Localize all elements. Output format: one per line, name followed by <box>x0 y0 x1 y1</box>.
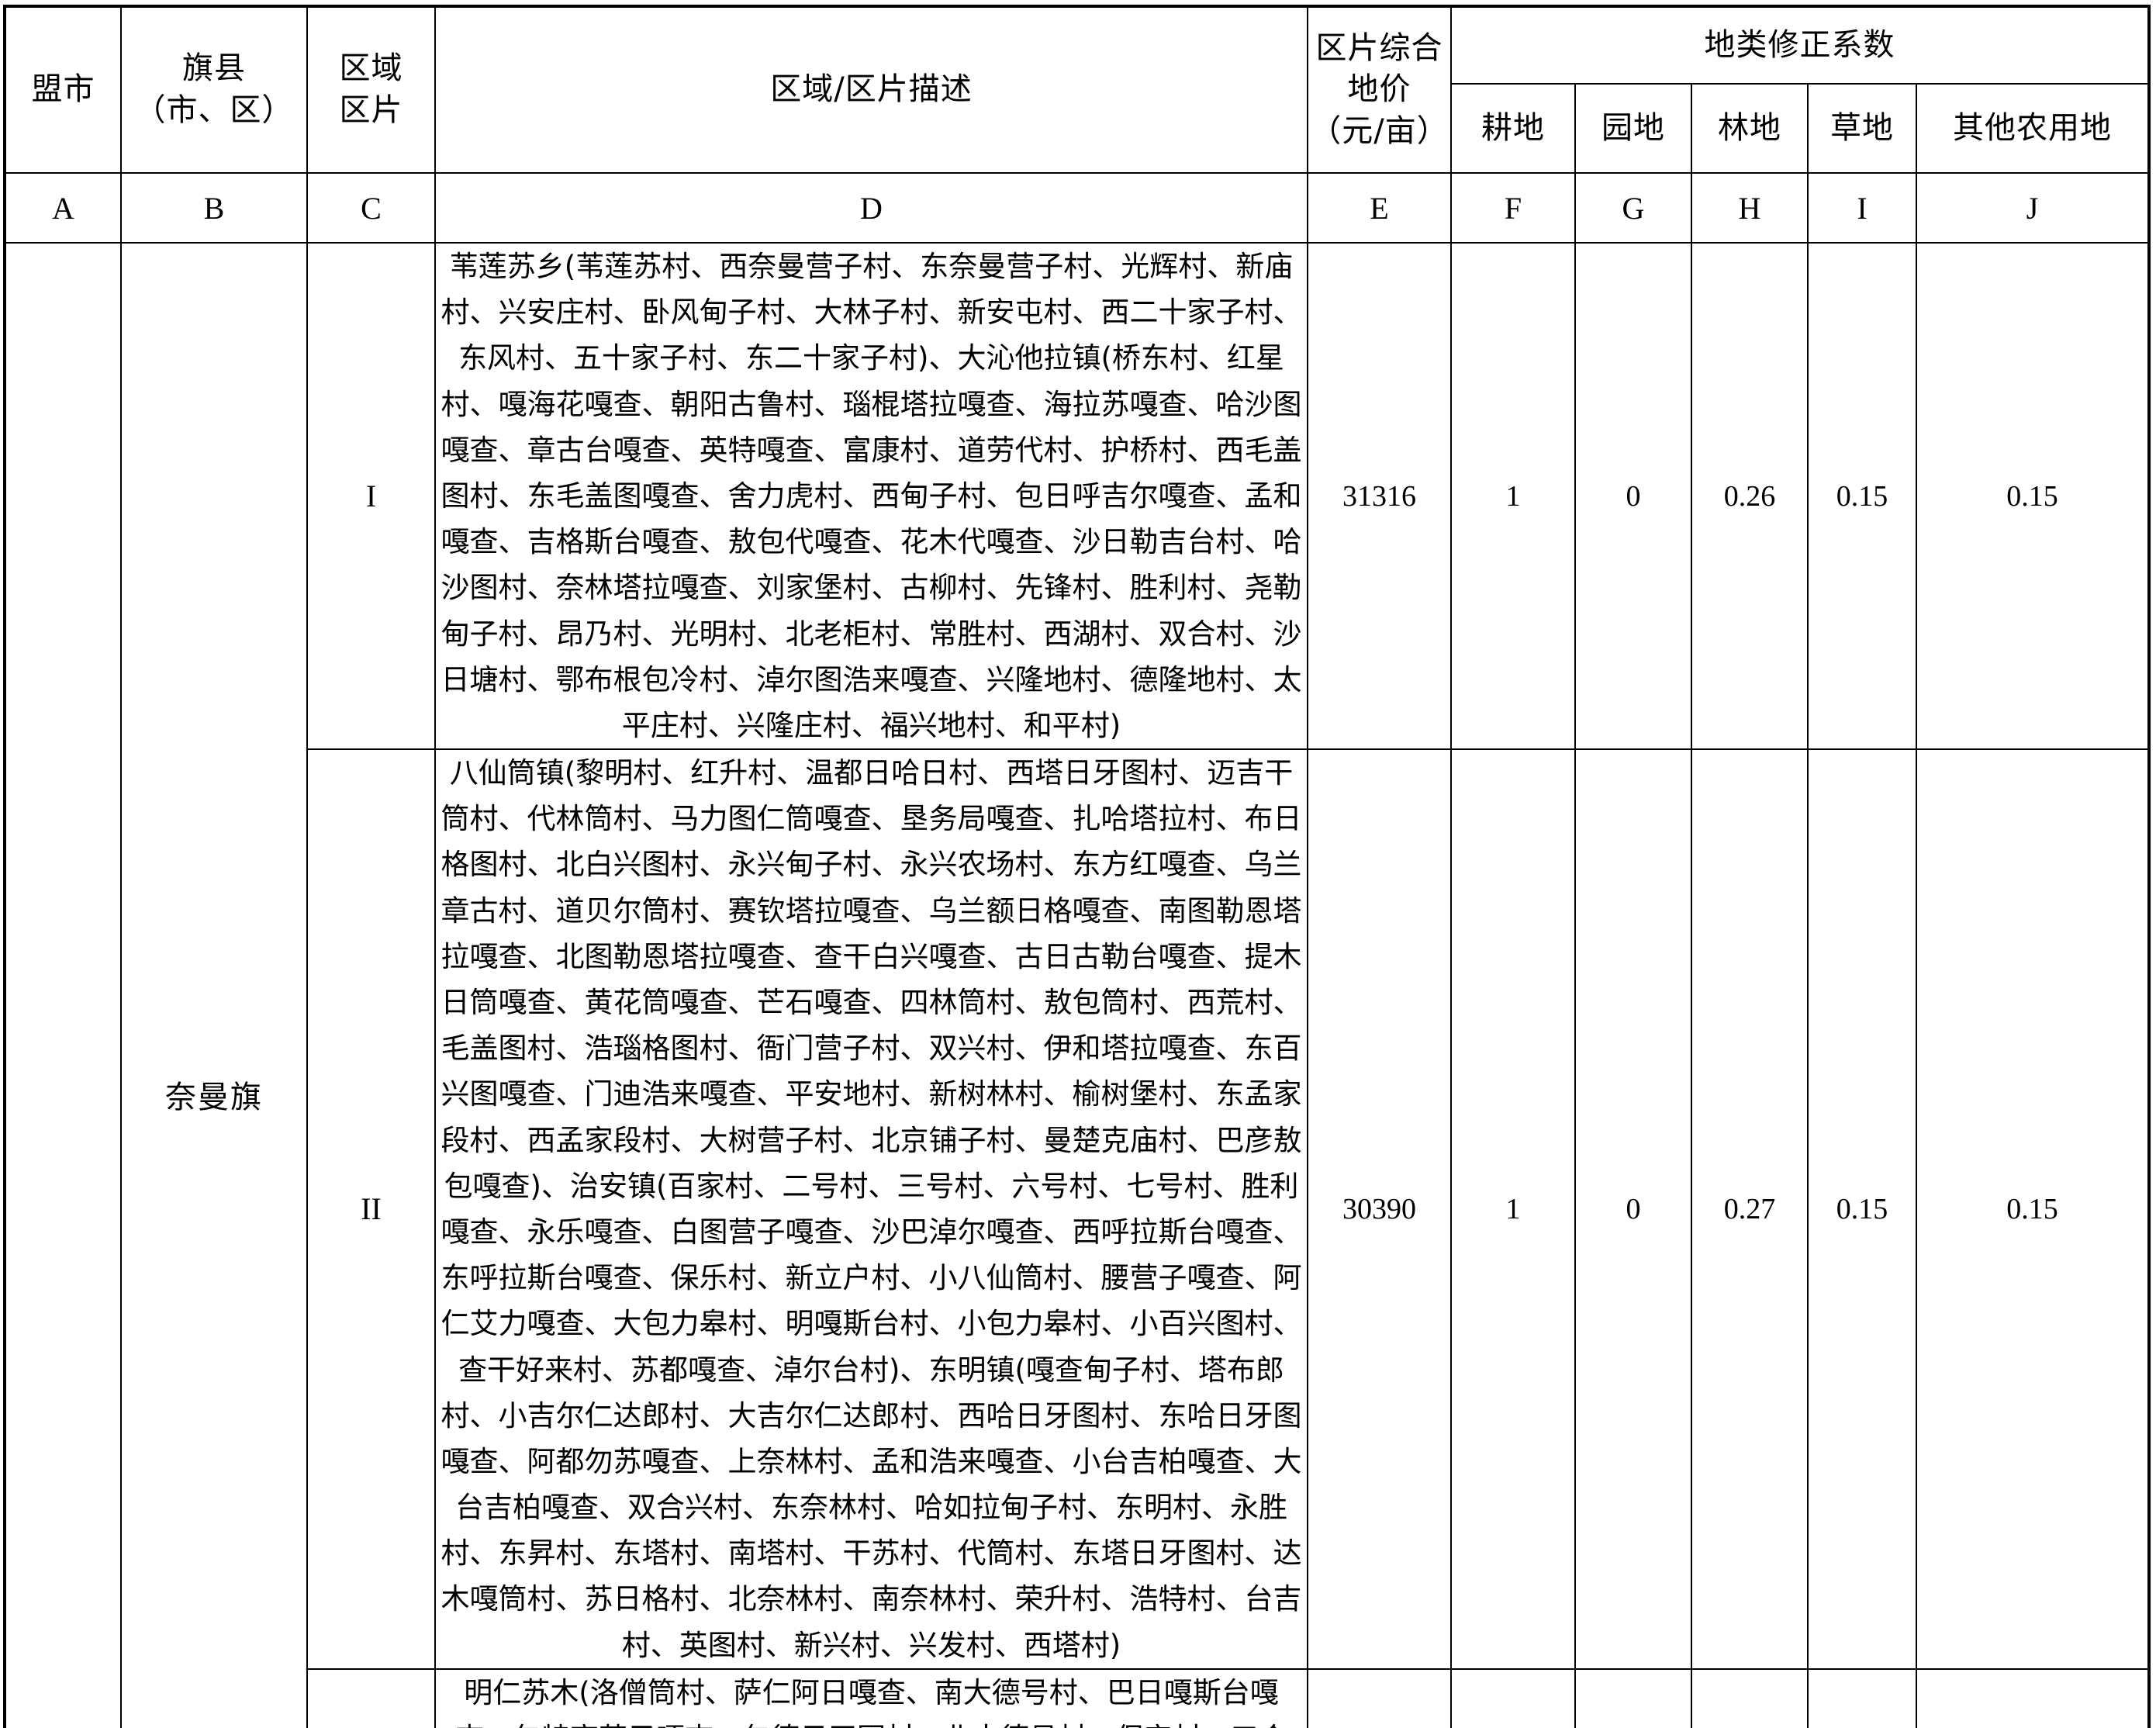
header-zone-label-2: 区片 <box>339 92 403 128</box>
column-letter-d: D <box>434 172 1308 244</box>
cell-description: 明仁苏木(洛僧筒村、萨仁阿日嘎查、南大德号村、巴日嘎斯台嘎查、包特高营子嘎查、包… <box>434 1668 1308 1728</box>
cell-coeff-orchard: 0 <box>1574 1668 1692 1728</box>
header-farmland-label: 耕地 <box>1481 109 1545 146</box>
table-row: 奈曼旗 I 苇莲苏乡(苇莲苏村、西奈曼营子村、东奈曼营子村、光辉村、新庙村、兴安… <box>4 241 2151 1728</box>
header-other-agricultural: 其他农用地 <box>1915 82 2151 175</box>
column-letter-e: E <box>1307 172 1452 244</box>
cell-zone: I <box>306 241 436 751</box>
cell-coeff-farmland: 1 <box>1450 748 1576 1670</box>
table-header: 盟市 旗县 （市、区） 区域 区片 区域/区片描述 区片综合 地价 （元/亩） <box>4 5 2151 244</box>
cell-coeff-orchard: 0 <box>1574 241 1692 751</box>
table-row: III 明仁苏木(洛僧筒村、萨仁阿日嘎查、南大德号村、巴日嘎斯台嘎查、包特高营子… <box>5 1668 2151 1728</box>
header-price: 区片综合 地价 （元/亩） <box>1307 5 1452 174</box>
description-text: 明仁苏木(洛僧筒村、萨仁阿日嘎查、南大德号村、巴日嘎斯台嘎查、包特高营子嘎查、包… <box>455 1675 1287 1728</box>
header-county-label-1: 旗县 <box>182 50 246 87</box>
column-letter-f: F <box>1450 172 1576 244</box>
header-coefficient-group-label: 地类修正系数 <box>1704 26 1895 63</box>
header-league-label: 盟市 <box>31 71 95 108</box>
cell-price: 31316 <box>1307 241 1452 751</box>
header-price-label-3: （元/亩） <box>1310 112 1449 149</box>
column-letter-h: H <box>1691 172 1809 244</box>
header-county: 旗县 （市、区） <box>120 5 308 174</box>
column-letter-g: G <box>1574 172 1692 244</box>
cell-county: 奈曼旗 <box>120 242 308 1728</box>
table-body: 奈曼旗 I 苇莲苏乡(苇莲苏村、西奈曼营子村、东奈曼营子村、光辉村、新庙村、兴安… <box>4 241 2151 1728</box>
zone-price-table: 盟市 旗县 （市、区） 区域 区片 区域/区片描述 区片综合 地价 （元/亩） <box>3 5 2151 1728</box>
header-row-main: 盟市 旗县 （市、区） 区域 区片 区域/区片描述 区片综合 地价 （元/亩） <box>4 5 2151 174</box>
cell-coeff-forest: 0.26 <box>1691 241 1809 751</box>
cell-coeff-other: 0.15 <box>1915 748 2151 1670</box>
cell-coeff-grassland: 0.15 <box>1807 748 1917 1670</box>
cell-coeff-grassland: 0.17 <box>1807 1668 1917 1728</box>
header-other-agricultural-label: 其他农用地 <box>1953 109 2112 146</box>
description-text: 苇莲苏乡(苇莲苏村、西奈曼营子村、东奈曼营子村、光辉村、新庙村、兴安庄村、卧风甸… <box>441 250 1302 742</box>
cell-coeff-forest: 0.27 <box>1691 748 1809 1670</box>
cell-price: 30390 <box>1307 748 1452 1670</box>
cell-coeff-other: 0.17 <box>1915 1668 2151 1728</box>
column-letter-b: B <box>120 172 308 244</box>
cell-description: 八仙筒镇(黎明村、红升村、温都日哈日村、西塔日牙图村、迈吉干筒村、代林筒村、马力… <box>434 748 1308 1670</box>
header-farmland: 耕地 <box>1450 82 1576 175</box>
cell-coeff-forest: 0.31 <box>1691 1668 1809 1728</box>
column-letter-i: I <box>1807 172 1917 244</box>
cell-coeff-orchard: 0 <box>1574 748 1692 1670</box>
header-orchard: 园地 <box>1574 82 1692 175</box>
header-price-label-1: 区片综合 <box>1315 29 1443 66</box>
cell-price: 26006 <box>1307 1668 1452 1728</box>
header-price-label-2: 地价 <box>1347 71 1411 108</box>
column-letter-a: A <box>4 172 122 244</box>
header-forest: 林地 <box>1691 82 1809 175</box>
header-zone: 区域 区片 <box>306 5 436 174</box>
header-zone-label-1: 区域 <box>339 50 403 87</box>
cell-description: 苇莲苏乡(苇莲苏村、西奈曼营子村、东奈曼营子村、光辉村、新庙村、兴安庄村、卧风甸… <box>434 241 1308 751</box>
column-letter-row: A B C D E F G H I J <box>4 172 2151 244</box>
header-grassland-label: 草地 <box>1830 109 1894 146</box>
header-forest-label: 林地 <box>1718 109 1781 146</box>
table-row: II 八仙筒镇(黎明村、红升村、温都日哈日村、西塔日牙图村、迈吉干筒村、代林筒村… <box>5 748 2151 1670</box>
header-orchard-label: 园地 <box>1601 109 1665 146</box>
header-county-label-2: （市、区） <box>134 92 294 128</box>
cell-coeff-grassland: 0.15 <box>1807 241 1917 751</box>
cell-coeff-farmland: 1 <box>1450 1668 1576 1728</box>
cell-zone: II <box>306 748 436 1670</box>
header-grassland: 草地 <box>1807 82 1917 175</box>
header-description-label: 区域/区片描述 <box>770 71 973 108</box>
description-text: 八仙筒镇(黎明村、红升村、温都日哈日村、西塔日牙图村、迈吉干筒村、代林筒村、马力… <box>441 756 1302 1662</box>
cell-league <box>4 242 122 1728</box>
cell-zone: III <box>306 1668 436 1728</box>
column-letter-j: J <box>1915 172 2151 244</box>
header-row-sub: 耕地 园地 林地 草地 其他农用地 <box>5 82 2151 175</box>
header-league: 盟市 <box>4 5 122 174</box>
column-letter-c: C <box>306 172 436 244</box>
header-description: 区域/区片描述 <box>434 5 1308 174</box>
cell-coeff-other: 0.15 <box>1915 241 2151 751</box>
cell-coeff-farmland: 1 <box>1450 241 1576 751</box>
header-coefficient-group: 地类修正系数 <box>1449 5 2151 85</box>
